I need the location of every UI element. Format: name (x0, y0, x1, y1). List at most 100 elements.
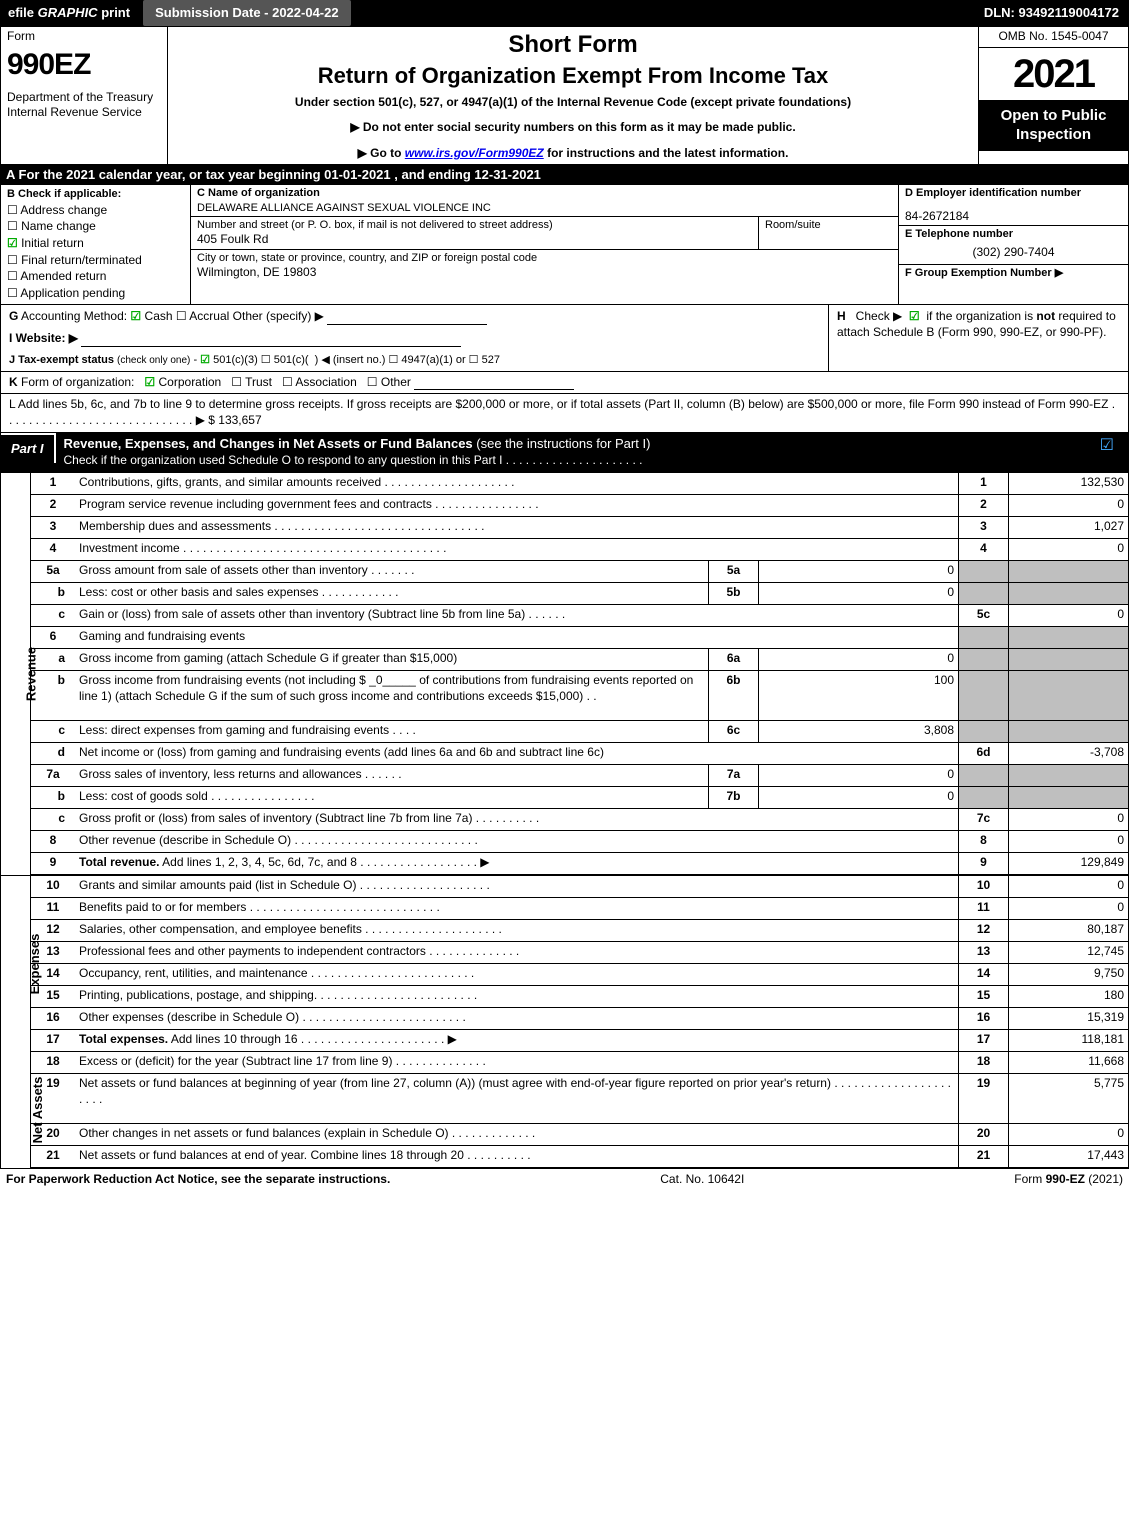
line-desc: Total expenses. Add lines 10 through 16 … (75, 1030, 958, 1051)
note-link: ▶ Go to www.irs.gov/Form990EZ for instru… (178, 146, 968, 162)
top-bar: efile GRAPHIC print Submission Date - 20… (0, 0, 1129, 26)
right-line-num (958, 583, 1008, 604)
right-line-val (1008, 561, 1128, 582)
org-name: DELAWARE ALLIANCE AGAINST SEXUAL VIOLENC… (197, 201, 892, 215)
form-line-6: 6Gaming and fundraising events (30, 627, 1129, 649)
org-city: Wilmington, DE 19803 (197, 265, 892, 281)
right-line-num: 19 (958, 1074, 1008, 1123)
right-line-val: 15,319 (1008, 1008, 1128, 1029)
line-desc: Program service revenue including govern… (75, 495, 958, 516)
line-number: 10 (31, 876, 75, 897)
g-area: G Accounting Method: ☑ Cash ☐ Accrual Ot… (1, 305, 828, 370)
line-number: 7a (31, 765, 75, 786)
header-mid: Short Form Return of Organization Exempt… (168, 27, 978, 164)
form-line-11: 11Benefits paid to or for members . . . … (30, 898, 1129, 920)
expenses-label: Expenses (27, 934, 44, 995)
tax-year: 2021 (979, 48, 1128, 100)
right-line-val: 0 (1008, 1124, 1128, 1145)
part-i-check: ☑ (1058, 433, 1128, 460)
mid-line-num: 5a (708, 561, 758, 582)
room-suite: Room/suite (758, 217, 898, 249)
right-line-val: 129,849 (1008, 853, 1128, 874)
line-desc: Salaries, other compensation, and employ… (75, 920, 958, 941)
page-footer: For Paperwork Reduction Act Notice, see … (0, 1168, 1129, 1191)
header-left: Form 990EZ Department of the Treasury In… (1, 27, 168, 164)
mid-line-num: 7a (708, 765, 758, 786)
line-number: 3 (31, 517, 75, 538)
right-line-val: -3,708 (1008, 743, 1128, 764)
form-line-5a: 5aGross amount from sale of assets other… (30, 561, 1129, 583)
i-website: I Website: ▶ (9, 331, 820, 347)
right-line-val: 9,750 (1008, 964, 1128, 985)
footer-right: Form 990-EZ (2021) (1014, 1172, 1123, 1188)
revenue-label: Revenue (24, 647, 41, 701)
footer-center: Cat. No. 10642I (390, 1172, 1014, 1188)
checkbox-item: ☐ Name change (7, 219, 184, 235)
right-line-num: 15 (958, 986, 1008, 1007)
mid-line-num: 6a (708, 649, 758, 670)
right-line-val: 12,745 (1008, 942, 1128, 963)
efile-prefix: efile (8, 5, 34, 20)
omb-label: OMB No. 1545-0047 (979, 27, 1128, 48)
right-line-num: 16 (958, 1008, 1008, 1029)
right-line-val: 1,027 (1008, 517, 1128, 538)
note-ssn: ▶ Do not enter social security numbers o… (178, 120, 968, 136)
form-line-10: 10Grants and similar amounts paid (list … (30, 876, 1129, 898)
right-line-num (958, 627, 1008, 648)
line-desc: Benefits paid to or for members . . . . … (75, 898, 958, 919)
right-line-val: 5,775 (1008, 1074, 1128, 1123)
row-k: K Form of organization: ☑ Corporation ☐ … (0, 372, 1129, 395)
irs-link[interactable]: www.irs.gov/Form990EZ (405, 146, 544, 160)
right-line-num (958, 765, 1008, 786)
line-number: 4 (31, 539, 75, 560)
right-line-val (1008, 627, 1128, 648)
part-i-desc: Revenue, Expenses, and Changes in Net As… (56, 433, 1058, 473)
line-number: 5a (31, 561, 75, 582)
right-line-num: 7c (958, 809, 1008, 830)
line-desc: Net income or (loss) from gaming and fun… (75, 743, 958, 764)
right-line-val: 17,443 (1008, 1146, 1128, 1167)
line-desc: Occupancy, rent, utilities, and maintena… (75, 964, 958, 985)
line-desc: Other changes in net assets or fund bala… (75, 1124, 958, 1145)
line-number: c (31, 721, 75, 742)
checkbox-item: ☐ Amended return (7, 269, 184, 285)
header-right: OMB No. 1545-0047 2021 Open to Public In… (978, 27, 1128, 164)
form-line-17: 17Total expenses. Add lines 10 through 1… (30, 1030, 1129, 1052)
right-line-num: 3 (958, 517, 1008, 538)
efile-print: print (98, 5, 131, 20)
right-line-num: 2 (958, 495, 1008, 516)
mid-line-num: 6b (708, 671, 758, 720)
mid-line-val: 0 (758, 787, 958, 808)
form-line-4: 4Investment income . . . . . . . . . . .… (30, 539, 1129, 561)
c-name-label: C Name of organization (197, 186, 892, 200)
line-number: b (31, 583, 75, 604)
mid-line-val: 0 (758, 649, 958, 670)
line-desc: Net assets or fund balances at beginning… (75, 1074, 958, 1123)
mid-line-val: 0 (758, 765, 958, 786)
right-line-val: 0 (1008, 876, 1128, 897)
right-line-val: 118,181 (1008, 1030, 1128, 1051)
form-line-b: bLess: cost of goods sold . . . . . . . … (30, 787, 1129, 809)
line-number: 6 (31, 627, 75, 648)
line-number: b (31, 787, 75, 808)
right-line-val: 0 (1008, 495, 1128, 516)
form-header: Form 990EZ Department of the Treasury In… (0, 26, 1129, 165)
mid-line-num: 5b (708, 583, 758, 604)
ein-value: 84-2672184 (905, 201, 1122, 225)
b-label: B Check if applicable: (7, 187, 184, 201)
h-area: H Check ▶ ☑ if the organization is not r… (828, 305, 1128, 370)
form-line-a: aGross income from gaming (attach Schedu… (30, 649, 1129, 671)
part-i-sub: Check if the organization used Schedule … (64, 453, 643, 467)
right-line-val: 0 (1008, 809, 1128, 830)
dept-label: Department of the Treasury Internal Reve… (7, 90, 161, 121)
right-line-num: 9 (958, 853, 1008, 874)
footer-right-post: (2021) (1085, 1172, 1123, 1186)
form-line-d: dNet income or (loss) from gaming and fu… (30, 743, 1129, 765)
line-desc: Gain or (loss) from sale of assets other… (75, 605, 958, 626)
line-number: 18 (31, 1052, 75, 1073)
form-line-1: 1Contributions, gifts, grants, and simil… (30, 473, 1129, 495)
line-number: c (31, 605, 75, 626)
right-line-num (958, 671, 1008, 720)
line-number: d (31, 743, 75, 764)
row-a: A For the 2021 calendar year, or tax yea… (0, 165, 1129, 186)
